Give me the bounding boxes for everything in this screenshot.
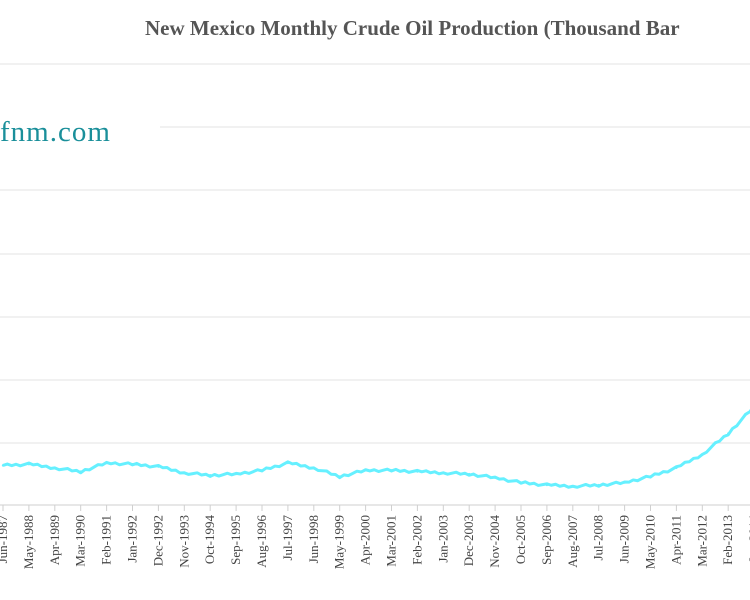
data-point — [416, 470, 419, 473]
data-point — [260, 469, 264, 472]
x-tick-label: Apr-1989 — [47, 515, 62, 565]
data-point — [493, 476, 497, 479]
x-tick-label: Dec-2003 — [461, 515, 476, 566]
data-point — [157, 465, 160, 468]
data-point — [519, 481, 523, 484]
x-tick-label: Aug-1996 — [254, 515, 269, 568]
watermark-text: fnm.com — [0, 116, 111, 148]
data-point — [701, 453, 704, 456]
data-point — [727, 432, 730, 435]
data-point — [312, 466, 315, 470]
x-tick-label: Feb-1991 — [99, 515, 114, 565]
chart-title: New Mexico Monthly Crude Oil Production … — [145, 16, 680, 40]
data-point — [545, 483, 549, 487]
x-tick-label: Jul-2008 — [591, 515, 606, 561]
x-tick-label: May-1988 — [21, 515, 36, 569]
x-tick-label: Jul-1997 — [280, 515, 295, 561]
data-point — [209, 474, 212, 477]
x-tick-label: May-1999 — [332, 515, 347, 569]
x-tick-label: Sep-1995 — [228, 515, 243, 565]
data-point — [675, 466, 678, 470]
x-tick-label: Jun-1987 — [0, 515, 10, 564]
x-tick-label: May-2010 — [643, 515, 658, 569]
data-point — [27, 463, 31, 466]
data-point — [468, 472, 471, 476]
data-point — [53, 466, 56, 470]
x-tick-label: Nov-1993 — [176, 515, 191, 568]
x-tick-label: Apr-2011 — [668, 515, 683, 565]
x-tick-label: Jan-2003 — [435, 515, 450, 563]
x-tick-label: Jan-2014 — [746, 515, 750, 563]
x-tick-label: Dec-1992 — [150, 515, 165, 566]
x-tick-label: Apr-2000 — [358, 515, 373, 565]
data-point — [286, 461, 290, 465]
x-tick-label: Mar-1990 — [73, 515, 88, 567]
data-point — [1, 464, 5, 467]
data-point — [364, 469, 367, 472]
x-tick-label: Jan-1992 — [125, 515, 140, 563]
x-tick-label: Jun-2009 — [617, 515, 632, 563]
series-line — [2, 408, 750, 489]
data-point — [234, 472, 238, 476]
x-tick-label: Nov-2004 — [487, 515, 502, 568]
data-point — [597, 483, 600, 487]
data-point — [183, 471, 186, 474]
x-tick-label: Oct-2005 — [513, 515, 528, 564]
data-point — [131, 463, 134, 466]
x-tick-label: Oct-1994 — [202, 515, 217, 565]
data-point — [79, 470, 82, 473]
data-point — [649, 475, 652, 478]
x-tick-label: Mar-2001 — [384, 515, 399, 567]
x-tick-label: Feb-2013 — [720, 515, 735, 565]
data-point — [623, 481, 626, 484]
x-tick-label: Jun-1998 — [306, 515, 321, 563]
x-tick-label: Mar-2012 — [694, 515, 709, 567]
x-tick-label: Aug-2007 — [565, 515, 580, 568]
data-point — [105, 461, 108, 465]
x-tick-label: Sep-2006 — [539, 515, 554, 565]
x-tick-label: Feb-2002 — [409, 515, 424, 565]
data-point — [571, 485, 574, 488]
data-point — [390, 469, 393, 472]
data-point — [442, 471, 445, 474]
data-point — [338, 475, 341, 478]
